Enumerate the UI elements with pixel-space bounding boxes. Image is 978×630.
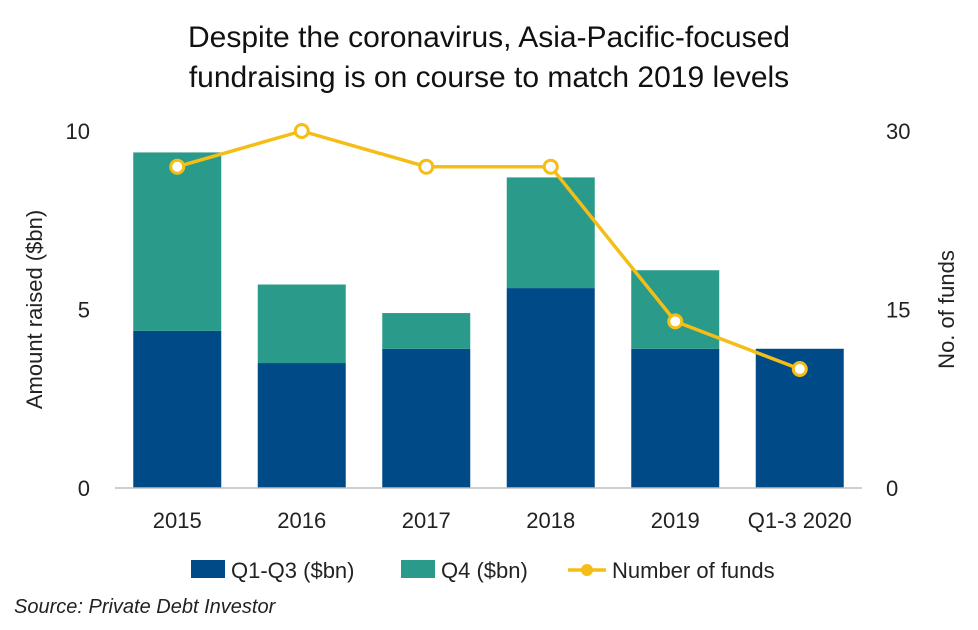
x-tick-label-3: 2018 (526, 508, 575, 533)
funds-point-1 (293, 123, 310, 139)
funds-point-0 (169, 158, 186, 175)
bar-q4-3 (506, 177, 595, 289)
funds-line (176, 129, 801, 371)
bar-q4-1 (257, 284, 346, 364)
y2-tick-label-2: 30 (886, 119, 910, 144)
y-tick-label-1: 5 (78, 298, 90, 323)
legend-label-q4: Q4 ($bn) (441, 558, 528, 583)
y2-tick-label-0: 0 (886, 476, 898, 501)
funds-point-4 (667, 313, 684, 330)
y2-tick-label-1: 15 (886, 298, 910, 323)
x-tick-label-2: 2017 (402, 508, 451, 533)
legend: Q1-Q3 ($bn) Q4 ($bn) Number of funds (191, 558, 775, 583)
y-tick-label-2: 10 (66, 119, 90, 144)
funds-line-group (169, 123, 808, 377)
y2-axis-title: No. of funds (934, 250, 959, 369)
bar-q1q3-1 (257, 363, 346, 488)
funds-point-2 (418, 158, 435, 175)
x-tick-label-0: 2015 (153, 508, 202, 533)
legend-label-q1q3: Q1-Q3 ($bn) (231, 558, 355, 583)
bar-group (133, 152, 844, 488)
funds-point-3 (542, 158, 559, 175)
bar-q1q3-0 (133, 330, 222, 488)
x-tick-label-1: 2016 (277, 508, 326, 533)
bar-q4-0 (133, 152, 222, 331)
legend-swatch-q4 (401, 560, 435, 578)
bar-q1q3-4 (631, 348, 720, 488)
bar-q4-2 (382, 313, 471, 349)
x-tick-label-5: Q1-3 2020 (748, 508, 852, 533)
source-note: Source: Private Debt Investor (14, 596, 276, 618)
chart-title: Despite the coronavirus, Asia-Pacific-fo… (0, 18, 978, 98)
y-tick-label-0: 0 (78, 476, 90, 501)
legend-swatch-funds-marker (581, 564, 593, 576)
y2-tick-labels: 0 15 30 (886, 119, 910, 501)
y-axis-title: Amount raised ($bn) (22, 210, 47, 409)
legend-label-funds: Number of funds (612, 558, 775, 583)
chart-title-line-1: Despite the coronavirus, Asia-Pacific-fo… (188, 21, 790, 54)
legend-swatch-q1q3 (191, 560, 225, 578)
x-tick-labels: 2015 2016 2017 2018 2019 Q1-3 2020 (153, 508, 852, 533)
bar-q1q3-3 (506, 288, 595, 488)
funds-point-5 (791, 361, 808, 377)
x-tick-label-4: 2019 (651, 508, 700, 533)
chart-title-line-2: fundraising is on course to match 2019 l… (188, 61, 790, 94)
bar-q1q3-2 (382, 348, 471, 488)
y-tick-labels: 0 5 10 (66, 119, 90, 501)
